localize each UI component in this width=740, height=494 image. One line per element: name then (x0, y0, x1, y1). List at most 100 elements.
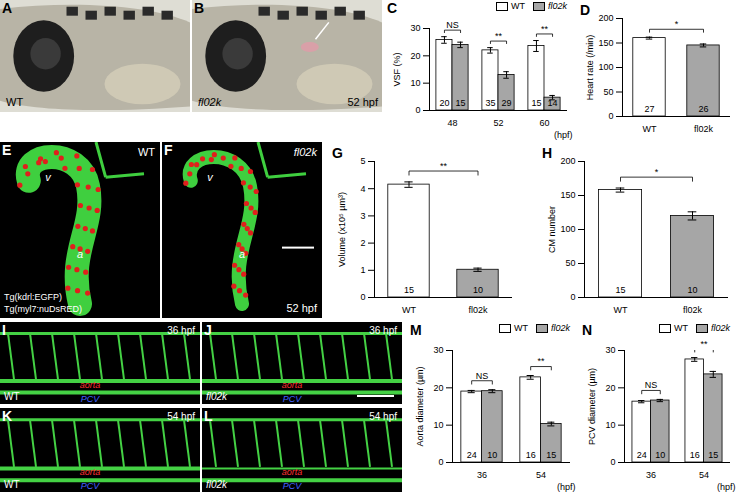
svg-text:**: ** (537, 356, 545, 366)
svg-text:10: 10 (473, 285, 483, 295)
svg-text:16: 16 (526, 450, 536, 460)
svg-text:15: 15 (546, 450, 556, 460)
svg-text:10: 10 (487, 450, 497, 460)
svg-text:WT: WT (643, 124, 657, 134)
svg-text:24: 24 (637, 450, 647, 460)
svg-text:0: 0 (438, 457, 443, 467)
svg-text:4: 4 (360, 184, 365, 194)
svg-text:36: 36 (477, 470, 487, 480)
svg-text:20: 20 (433, 383, 443, 393)
svg-text:**: ** (541, 24, 549, 34)
svg-text:Tg(kdrl:EGFP): Tg(kdrl:EGFP) (4, 292, 62, 302)
svg-text:48: 48 (447, 118, 457, 128)
svg-text:15: 15 (404, 285, 414, 295)
svg-text:10: 10 (655, 450, 665, 460)
svg-text:16: 16 (690, 450, 700, 460)
svg-text:a: a (77, 248, 83, 260)
svg-text:aorta: aorta (80, 467, 101, 477)
svg-text:Volume (x10⁵ µm³): Volume (x10⁵ µm³) (337, 192, 347, 267)
svg-text:30: 30 (433, 345, 443, 355)
svg-text:NS: NS (645, 380, 658, 390)
svg-text:200: 200 (560, 156, 575, 166)
svg-text:fl02k: fl02k (206, 391, 228, 402)
svg-text:30: 30 (605, 345, 615, 355)
svg-text:WT: WT (402, 305, 416, 315)
svg-text:Aorta diameter (µm): Aorta diameter (µm) (415, 366, 425, 446)
svg-text:15: 15 (615, 285, 625, 295)
svg-text:100: 100 (598, 62, 613, 72)
svg-text:14: 14 (548, 98, 558, 108)
svg-text:fl02k: fl02k (694, 124, 714, 134)
svg-text:**: ** (495, 31, 503, 41)
svg-text:VSF (%): VSF (%) (392, 52, 402, 86)
svg-text:52 hpf: 52 hpf (347, 96, 379, 108)
svg-text:v: v (45, 171, 52, 183)
svg-text:5: 5 (360, 156, 365, 166)
svg-text:aorta: aorta (80, 380, 101, 390)
svg-text:(hpf): (hpf) (557, 482, 576, 492)
svg-text:Heart rate (/min): Heart rate (/min) (585, 35, 595, 101)
svg-text:NS: NS (476, 371, 489, 381)
svg-text:NS: NS (446, 20, 459, 30)
svg-text:*: * (675, 19, 679, 29)
svg-text:20: 20 (439, 98, 449, 108)
svg-text:1: 1 (360, 265, 365, 275)
svg-text:WT: WT (4, 479, 20, 490)
svg-text:50: 50 (603, 87, 613, 97)
svg-text:0: 0 (360, 292, 365, 302)
svg-text:PCV: PCV (283, 481, 303, 491)
svg-text:35: 35 (485, 98, 495, 108)
svg-text:WT: WT (614, 305, 628, 315)
svg-text:fl02k: fl02k (294, 146, 318, 158)
svg-text:0: 0 (608, 111, 613, 121)
svg-text:Tg(myl7:nuDsRED): Tg(myl7:nuDsRED) (4, 304, 82, 314)
svg-text:**: ** (700, 339, 708, 349)
svg-text:3: 3 (360, 211, 365, 221)
svg-text:WT: WT (4, 391, 20, 402)
svg-text:20: 20 (605, 383, 615, 393)
svg-text:24: 24 (467, 450, 477, 460)
svg-text:150: 150 (560, 190, 575, 200)
svg-text:0: 0 (415, 105, 420, 115)
svg-text:10: 10 (687, 285, 697, 295)
svg-text:100: 100 (560, 224, 575, 234)
svg-text:fl02k: fl02k (683, 305, 703, 315)
svg-text:WT: WT (138, 146, 155, 158)
svg-text:(hpf): (hpf) (554, 130, 573, 140)
svg-text:15: 15 (708, 450, 718, 460)
svg-text:10: 10 (605, 420, 615, 430)
svg-text:54: 54 (699, 470, 709, 480)
svg-text:PCV: PCV (81, 394, 101, 404)
svg-text:15: 15 (456, 98, 466, 108)
svg-text:54 hpf: 54 hpf (167, 411, 195, 422)
svg-text:20: 20 (410, 51, 420, 61)
svg-text:PCV: PCV (283, 394, 303, 404)
svg-text:CM number: CM number (547, 206, 557, 253)
svg-text:v: v (207, 171, 214, 183)
svg-text:fl02k: fl02k (468, 305, 488, 315)
svg-text:2: 2 (360, 238, 365, 248)
svg-text:54 hpf: 54 hpf (369, 411, 397, 422)
svg-text:52 hpf: 52 hpf (286, 302, 318, 314)
svg-text:60: 60 (539, 118, 549, 128)
svg-text:15: 15 (531, 98, 541, 108)
svg-text:30: 30 (410, 23, 420, 33)
svg-text:36: 36 (646, 470, 656, 480)
svg-text:aorta: aorta (282, 467, 303, 477)
svg-text:150: 150 (598, 38, 613, 48)
svg-text:200: 200 (598, 13, 613, 23)
svg-text:0: 0 (570, 292, 575, 302)
svg-text:36 hpf: 36 hpf (369, 325, 397, 336)
svg-text:a: a (239, 248, 245, 260)
svg-text:54: 54 (536, 470, 546, 480)
svg-text:10: 10 (433, 420, 443, 430)
svg-text:26: 26 (698, 104, 708, 114)
svg-text:fl02k: fl02k (198, 96, 222, 108)
svg-text:PCV: PCV (81, 481, 101, 491)
svg-text:36 hpf: 36 hpf (167, 325, 195, 336)
svg-text:*: * (655, 167, 659, 177)
svg-text:27: 27 (644, 104, 654, 114)
svg-text:fl02k: fl02k (206, 479, 228, 490)
svg-text:0: 0 (610, 457, 615, 467)
svg-text:WT: WT (6, 96, 23, 108)
